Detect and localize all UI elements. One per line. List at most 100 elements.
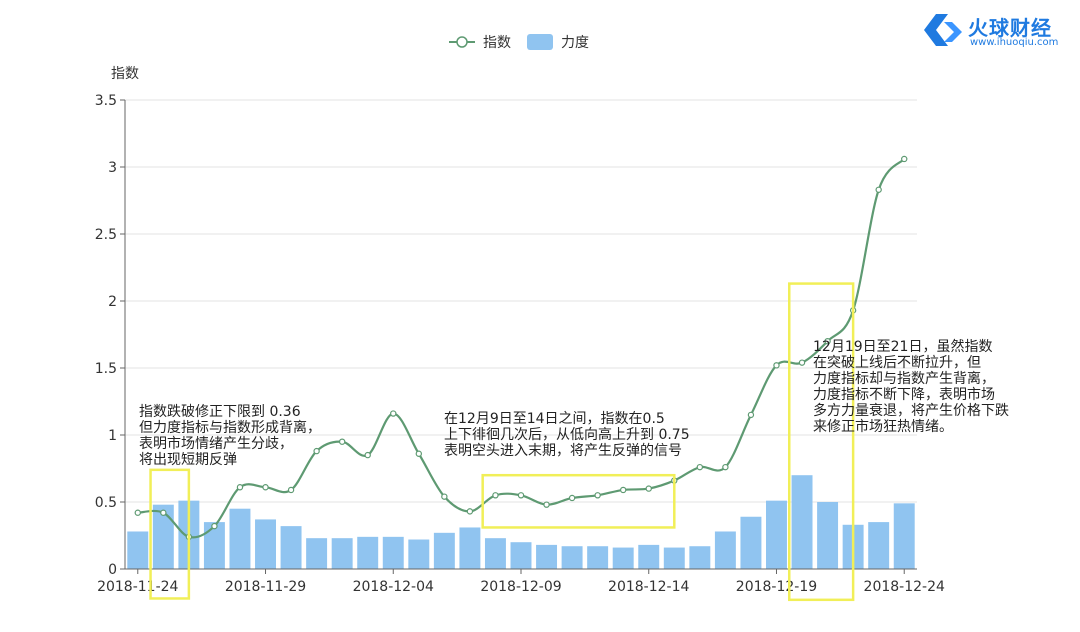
bar [587,546,609,569]
annotation-line: 但力度指标与指数形成背离， [139,420,321,436]
legend-line-marker [456,36,468,48]
annotation-line: 12月19日至21日，虽然指数 [813,339,993,355]
index-point [543,501,550,508]
bar [484,538,506,569]
y-tick-label: 1.5 [95,361,117,377]
annotation-line: 来修正市场狂热情绪。 [813,419,953,435]
bar [459,527,481,569]
bar [817,502,839,569]
index-point [619,486,627,494]
index-point [492,492,499,499]
index-point [901,155,908,163]
brand-url: www.ihuoqiu.com [970,37,1059,48]
index-point [160,509,167,516]
bar [229,508,251,569]
y-tick-label: 3 [108,160,117,176]
x-tick-label: 2018-12-24 [864,579,945,595]
index-point [875,186,882,193]
index-point [722,463,729,471]
annotation-1: 指数跌破修正下限到 0.36 但力度指标与指数形成背离， 表明市场情绪产生分歧，… [139,404,321,468]
legend: 指数 力度 [449,34,589,51]
bar [255,519,276,569]
x-tick-label: 2018-12-19 [736,579,817,595]
index-point [568,494,576,502]
bar [357,536,379,569]
annotation-line: 指数跌破修正下限到 0.36 [139,404,301,420]
index-point [773,362,780,369]
index-point [747,411,755,419]
bar [766,500,787,569]
x-tick-label: 2018-11-29 [225,579,306,595]
legend-label: 指数 [483,35,511,51]
annotation-line: 表明市场情绪产生分歧， [139,436,293,452]
bar [561,546,583,569]
annotation-line: 在突破上线后不断拉升，但 [813,355,981,371]
index-point [696,463,704,471]
bar [791,475,813,569]
brand-logo-icon [924,14,962,46]
annotation-3: 12月19日至21日，虽然指数 在突破上线后不断拉升，但 力度指标却与指数产生背… [813,339,1009,435]
y-tick-label: 2 [108,294,117,310]
bar [740,516,762,569]
brand-name: 火球财经 [968,16,1052,40]
bar [612,547,634,569]
bar [714,531,736,569]
y-tick-label: 0 [108,562,117,578]
bar [127,531,149,569]
x-tick-label: 2018-12-04 [353,579,434,595]
annotation-line: 上下徘徊几次后，从低向高上升到 0.75 [444,427,690,443]
legend-label: 力度 [561,35,589,51]
bar [280,526,302,569]
bar [408,539,430,569]
y-tick-label: 3.5 [95,93,117,109]
annotation-2: 在12月9日至14日之间，指数在0.5 上下徘徊几次后，从低向高上升到 0.75… [444,411,690,459]
y-axis-title: 指数 [111,66,139,82]
index-point [441,493,448,500]
bar [433,532,455,569]
x-tick-label: 2018-11-24 [97,579,178,595]
bar [663,547,685,569]
index-point [466,508,474,515]
annotation-line: 多方力量衰退，将产生价格下跌 [813,403,1009,419]
index-point [594,492,601,499]
brand-watermark: 火球财经 www.ihuoqiu.com [922,10,1072,50]
bar [689,546,711,569]
index-point [313,447,320,455]
highlight-box [481,473,676,529]
index-point [287,486,295,494]
index-point [236,484,244,491]
index-point [364,451,371,459]
annotation-line: 表明空头进入末期，将产生反弹的信号 [444,443,682,459]
legend-bar-swatch [527,34,553,50]
bar [893,503,915,569]
annotation-line: 力度指标却与指数产生背离， [813,371,995,387]
index-point [211,522,218,530]
index-point [517,492,525,499]
bar [536,544,558,569]
index-point [134,509,141,516]
index-point [415,450,423,457]
bar [306,538,328,569]
highlight-box [149,468,191,600]
annotation-line: 在12月9日至14日之间，指数在0.5 [444,411,665,427]
index-point [390,410,397,417]
index-point [824,338,831,345]
y-tick-label: 1 [108,428,117,444]
bar [382,536,404,569]
bar [152,504,174,569]
bar [510,542,532,569]
annotation-line: 力度指标不断下降，表明市场 [813,387,995,403]
index-point [645,485,652,492]
x-tick-label: 2018-12-09 [480,579,561,595]
bar [868,522,890,569]
highlight-box [788,282,855,602]
index-point [338,438,346,445]
y-tick-label: 2.5 [95,227,117,243]
annotation-line: 将出现短期反弹 [139,452,237,468]
bar [638,544,660,569]
bar [331,538,353,569]
bar [203,522,225,569]
index-point [798,359,806,366]
index-point [262,484,269,491]
